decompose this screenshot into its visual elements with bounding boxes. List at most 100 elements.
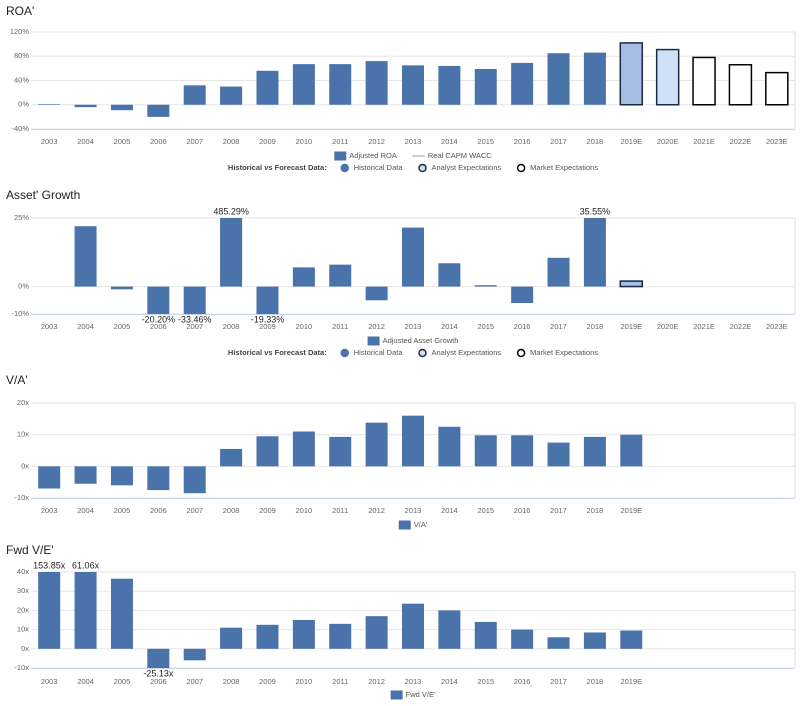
bar: [728, 63, 753, 106]
bar: [511, 62, 534, 105]
legend-label: Adjusted Asset Growth: [383, 336, 459, 345]
value-label: -25.13x: [143, 668, 174, 678]
x-tick-label: 2014: [441, 137, 458, 146]
y-tick-label: 40%: [14, 75, 29, 84]
x-tick-label: 2010: [296, 137, 313, 146]
bar: [256, 286, 279, 314]
bar: [329, 623, 352, 649]
x-tick-label: 2008: [223, 506, 240, 515]
y-tick-label: 20x: [17, 398, 29, 407]
legend-swatch: [390, 690, 403, 700]
bar: [547, 637, 570, 649]
bar: [583, 52, 606, 105]
x-tick-label: 2019E: [620, 137, 642, 146]
bar: [220, 627, 243, 649]
bar: [147, 104, 170, 117]
bar: [329, 64, 352, 105]
x-tick-label: 2021E: [693, 322, 715, 331]
bar: [547, 442, 570, 467]
x-tick-label: 2014: [441, 506, 458, 515]
x-tick-label: 2007: [186, 322, 203, 331]
x-tick-label: 2009: [259, 137, 276, 146]
x-tick-label: 2010: [296, 677, 313, 686]
x-tick-label: 2015: [477, 677, 494, 686]
x-tick-label: 2003: [41, 137, 58, 146]
x-tick-label: 2006: [150, 137, 167, 146]
x-tick-label: 2003: [41, 506, 58, 515]
x-tick-label: 2003: [41, 677, 58, 686]
bar: [474, 285, 497, 287]
x-tick-label: 2015: [477, 506, 494, 515]
x-tick-label: 2004: [77, 506, 94, 515]
bar: [292, 64, 315, 105]
chart-title: ROA': [6, 4, 34, 18]
bar: [329, 264, 352, 287]
x-tick-label: 2004: [77, 322, 94, 331]
legend: V/A': [398, 520, 428, 530]
x-tick-label: 2006: [150, 677, 167, 686]
bar: [183, 466, 206, 494]
x-tick-label: 2023E: [766, 322, 788, 331]
bar: [547, 257, 570, 287]
x-tick-label: 2011: [332, 137, 348, 146]
bar: [583, 218, 606, 287]
x-tick-label: 2011: [332, 322, 348, 331]
x-tick-label: 2009: [259, 322, 276, 331]
legend-marker: [340, 348, 349, 358]
x-tick-label: 2004: [77, 137, 94, 146]
bar: [74, 104, 97, 108]
y-tick-label: 0%: [18, 100, 29, 109]
bar: [438, 426, 461, 467]
forecast-legend-title: Historical vs Forecast Data:: [228, 348, 327, 357]
x-tick-label: 2008: [223, 137, 240, 146]
bar: [220, 218, 243, 287]
value-label: -33.46%: [178, 314, 212, 324]
y-tick-label: 120%: [10, 27, 30, 36]
y-tick-label: -40%: [11, 124, 29, 133]
x-tick-label: 2015: [477, 137, 494, 146]
value-label: 61.06x: [72, 560, 100, 570]
y-tick-label: 10x: [17, 625, 29, 634]
x-tick-label: 2015: [477, 322, 494, 331]
x-tick-label: 2005: [114, 677, 131, 686]
x-tick-label: 2016: [514, 137, 531, 146]
value-label: 485.29%: [213, 206, 249, 216]
forecast-legend-label: Analyst Expectations: [431, 348, 501, 357]
bar: [292, 620, 315, 649]
bar: [511, 629, 534, 649]
legend-marker: [340, 163, 349, 173]
forecast-legend: Historical vs Forecast Data: Historical D…: [228, 163, 598, 173]
legend: Adjusted ROA Real CAPM WACC: [334, 151, 492, 161]
x-tick-label: 2007: [186, 137, 203, 146]
forecast-legend-title: Historical vs Forecast Data:: [228, 163, 327, 172]
y-tick-label: 20x: [17, 605, 29, 614]
bar: [402, 65, 424, 105]
x-tick-label: 2012: [368, 506, 385, 515]
bar: [438, 65, 461, 105]
bar: [583, 632, 606, 649]
bar: [110, 466, 133, 486]
forecast-legend: Historical vs Forecast Data: Historical D…: [228, 348, 598, 358]
bar: [620, 434, 643, 467]
x-tick-label: 2022E: [730, 322, 752, 331]
bar: [474, 68, 497, 105]
x-tick-label: 2012: [368, 322, 385, 331]
legend-label: V/A': [414, 520, 428, 529]
y-tick-label: 40x: [17, 567, 29, 576]
x-tick-label: 2016: [514, 506, 531, 515]
bar: [655, 48, 680, 106]
bar: [147, 466, 170, 491]
y-tick-label: -10x: [14, 663, 29, 672]
bar: [38, 572, 61, 649]
x-tick-label: 2014: [441, 677, 458, 686]
x-tick-label: 2005: [114, 322, 131, 331]
x-tick-label: 2013: [405, 322, 422, 331]
x-tick-label: 2018: [587, 506, 604, 515]
bar: [74, 466, 97, 484]
x-tick-label: 2017: [550, 506, 567, 515]
bar: [692, 56, 716, 106]
bar: [620, 630, 643, 649]
legend-marker: [418, 163, 427, 173]
bar: [147, 648, 170, 668]
